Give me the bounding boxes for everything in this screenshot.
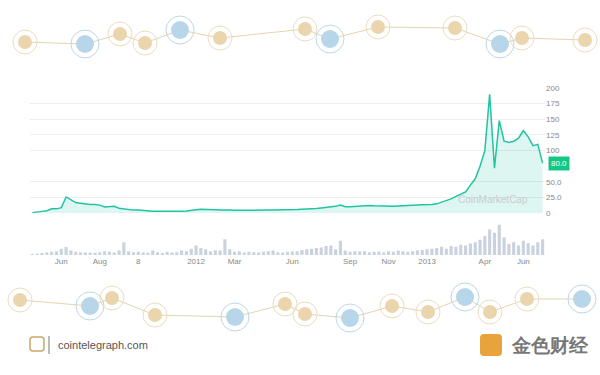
svg-text:8: 8 bbox=[136, 257, 141, 266]
svg-text:50.0: 50.0 bbox=[546, 178, 562, 187]
svg-text:80.0: 80.0 bbox=[551, 159, 567, 168]
svg-text:2012: 2012 bbox=[187, 257, 205, 266]
svg-text:Aug: Aug bbox=[93, 257, 107, 266]
svg-text:Mar: Mar bbox=[228, 257, 242, 266]
svg-text:175: 175 bbox=[546, 99, 560, 108]
svg-text:25.0: 25.0 bbox=[546, 193, 562, 202]
html-text:金色财经: 金色财经 bbox=[512, 334, 588, 356]
svg-text:100: 100 bbox=[546, 146, 560, 155]
svg-text:CoinMarketCap: CoinMarketCap bbox=[458, 194, 528, 205]
svg-text:Jun: Jun bbox=[517, 257, 530, 266]
svg-text:Jun: Jun bbox=[55, 257, 68, 266]
html-text:cointelegraph.com: cointelegraph.com bbox=[58, 339, 148, 351]
svg-text:150: 150 bbox=[546, 115, 560, 124]
svg-text:0: 0 bbox=[546, 209, 551, 218]
svg-text:Sep: Sep bbox=[343, 257, 358, 266]
svg-text:Apr: Apr bbox=[479, 257, 492, 266]
svg-text:Jun: Jun bbox=[286, 257, 299, 266]
svg-text:2013: 2013 bbox=[418, 257, 436, 266]
svg-text:200: 200 bbox=[546, 84, 560, 93]
svg-text:125: 125 bbox=[546, 131, 560, 140]
svg-text:Nov: Nov bbox=[381, 257, 395, 266]
